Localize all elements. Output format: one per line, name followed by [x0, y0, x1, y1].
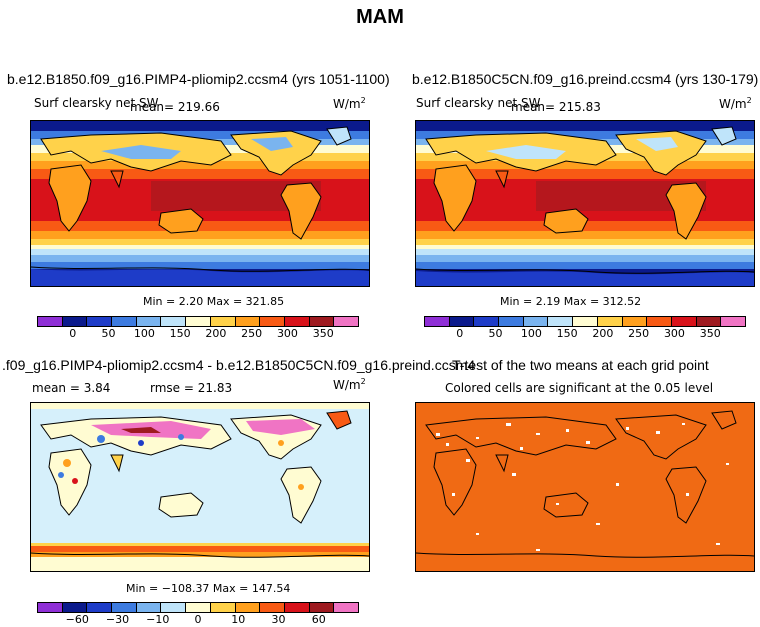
panel1-colorbar-labels: 0 50 100 150 200 250 300 350 [37, 327, 357, 341]
colorbar-tick-label: 200 [592, 327, 614, 340]
panel1-colorbar [37, 316, 359, 327]
colorbar-tick-label: 100 [520, 327, 542, 340]
panel3-rmse: rmse = 21.83 [150, 381, 233, 395]
colorbar-swatch [597, 317, 623, 326]
panel1-variable-label: Surf clearsky net SW [34, 96, 159, 110]
colorbar-tick-label: 100 [133, 327, 155, 340]
colorbar-swatch [573, 317, 598, 326]
colorbar-swatch [647, 317, 672, 326]
colorbar-swatch [474, 317, 500, 326]
panel4-title: T-test of the two means at each grid poi… [452, 357, 709, 373]
panel4-note: Colored cells are significant at the 0.0… [445, 381, 714, 395]
panel3-map-svg [31, 403, 369, 571]
panel3-mean: mean = 3.84 [32, 381, 111, 395]
panel2-minmax: Min = 2.19 Max = 312.52 [500, 295, 642, 308]
colorbar-swatch [136, 603, 162, 612]
panel3-minmax: Min = −108.37 Max = 147.54 [126, 582, 291, 595]
colorbar-swatch [671, 317, 697, 326]
colorbar-swatch [260, 603, 285, 612]
panel1-map [30, 120, 370, 287]
colorbar-swatch [210, 603, 236, 612]
panel1-map-svg [31, 121, 369, 286]
colorbar-swatch [523, 317, 549, 326]
colorbar-swatch [449, 317, 475, 326]
panel1-units: W/m2 [333, 96, 366, 111]
colorbar-swatch [87, 603, 113, 612]
colorbar-tick-label: 0 [69, 327, 77, 340]
panel4-map [415, 402, 755, 572]
colorbar-tick-label: 300 [663, 327, 685, 340]
panel3-colorbar [37, 602, 359, 613]
colorbar-swatch [87, 317, 113, 326]
colorbar-tick-label: 150 [556, 327, 578, 340]
colorbar-tick-label: 60 [311, 613, 326, 626]
colorbar-swatch [425, 317, 450, 326]
colorbar-swatch [284, 317, 310, 326]
panel2-colorbar-labels: 0 50 100 150 200 250 300 350 [424, 327, 744, 341]
colorbar-swatch [721, 317, 745, 326]
panel2-colorbar [424, 316, 746, 327]
colorbar-swatch [622, 317, 648, 326]
panel1-case-title: b.e12.B1850.f09_g16.PIMP4-pliomip2.ccsm4… [7, 71, 390, 87]
panel2-variable-label: Surf clearsky net SW [416, 96, 541, 110]
colorbar-tick-label: −30 [105, 613, 130, 626]
colorbar-tick-label: 0 [194, 613, 202, 626]
panel3-units: W/m2 [333, 377, 366, 392]
panel2-map [415, 120, 755, 287]
colorbar-tick-label: 50 [488, 327, 503, 340]
colorbar-swatch [186, 317, 211, 326]
colorbar-swatch [161, 603, 187, 612]
colorbar-swatch [186, 603, 211, 612]
panel1-minmax: Min = 2.20 Max = 321.85 [143, 295, 285, 308]
colorbar-swatch [235, 317, 261, 326]
panel2-units: W/m2 [719, 96, 752, 111]
colorbar-swatch [136, 317, 162, 326]
figure-title: MAM [356, 6, 404, 28]
panel2-case-title: b.e12.B1850C5CN.f09_g16.preind.ccsm4 (yr… [412, 71, 759, 87]
colorbar-tick-label: 0 [456, 327, 464, 340]
colorbar-tick-label: 50 [101, 327, 116, 340]
colorbar-tick-label: 10 [231, 613, 246, 626]
colorbar-swatch [62, 317, 88, 326]
panel2-map-svg [416, 121, 754, 286]
colorbar-tick-label: 250 [241, 327, 263, 340]
colorbar-swatch [499, 317, 524, 326]
colorbar-tick-label: 30 [271, 613, 286, 626]
colorbar-swatch [696, 317, 722, 326]
colorbar-tick-label: 350 [312, 327, 334, 340]
colorbar-tick-label: 300 [276, 327, 298, 340]
colorbar-swatch [112, 317, 137, 326]
colorbar-tick-label: 150 [169, 327, 191, 340]
colorbar-swatch [38, 317, 63, 326]
colorbar-swatch [309, 603, 335, 612]
colorbar-tick-label: 250 [628, 327, 650, 340]
colorbar-swatch [62, 603, 88, 612]
colorbar-swatch [284, 603, 310, 612]
colorbar-swatch [161, 317, 187, 326]
panel4-map-svg [416, 403, 754, 571]
panel2-mean: mean= 215.83 [511, 100, 601, 114]
colorbar-swatch [548, 317, 574, 326]
colorbar-swatch [112, 603, 137, 612]
colorbar-swatch [38, 603, 63, 612]
colorbar-swatch [334, 317, 358, 326]
panel3-colorbar-labels: −60 −30 −10 0 10 30 60 [37, 613, 357, 627]
colorbar-tick-label: 350 [699, 327, 721, 340]
colorbar-swatch [334, 603, 358, 612]
colorbar-swatch [260, 317, 285, 326]
colorbar-tick-label: 200 [205, 327, 227, 340]
colorbar-swatch [309, 317, 335, 326]
panel3-case-title: .f09_g16.PIMP4-pliomip2.ccsm4 - b.e12.B1… [2, 357, 476, 373]
panel1-mean: mean= 219.66 [130, 100, 220, 114]
colorbar-tick-label: −60 [65, 613, 89, 626]
panel3-map [30, 402, 370, 572]
colorbar-tick-label: −10 [146, 613, 170, 626]
colorbar-swatch [210, 317, 236, 326]
colorbar-swatch [235, 603, 261, 612]
